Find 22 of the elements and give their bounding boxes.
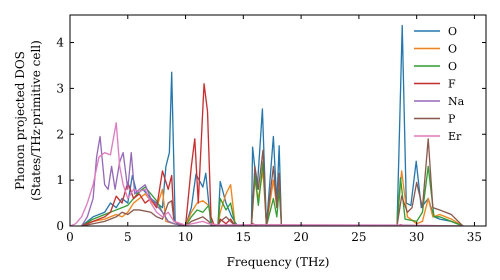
x-tick-label: 0 xyxy=(66,230,74,244)
y-tick-label: 3 xyxy=(56,81,64,96)
x-tick-label: 15 xyxy=(236,230,251,244)
x-tick-label: 10 xyxy=(178,230,194,244)
x-tick-label: 35 xyxy=(466,230,482,244)
legend-label: Na xyxy=(448,95,465,108)
x-tick-label: 5 xyxy=(124,230,132,244)
legend-label: P xyxy=(448,112,456,126)
legend-label: O xyxy=(448,60,458,73)
legend-label: O xyxy=(448,42,458,56)
legend-label: Er xyxy=(448,130,462,143)
y-axis-title: Phonon projected DOS (States/THz·primitive cell) xyxy=(13,40,43,201)
x-tick-label: 25 xyxy=(351,230,367,244)
y-tick-label: 0 xyxy=(56,219,64,233)
x-tick-label: 20 xyxy=(293,230,309,244)
legend-label: O xyxy=(448,25,458,38)
legend-label: F xyxy=(448,78,456,90)
y-tick-label: 4 xyxy=(56,36,64,50)
x-tick-label: 30 xyxy=(409,230,424,244)
y-tick-label: 2 xyxy=(56,127,64,142)
y-tick-label: 1 xyxy=(56,173,64,188)
x-axis-title: Frequency (THz) xyxy=(226,255,330,269)
